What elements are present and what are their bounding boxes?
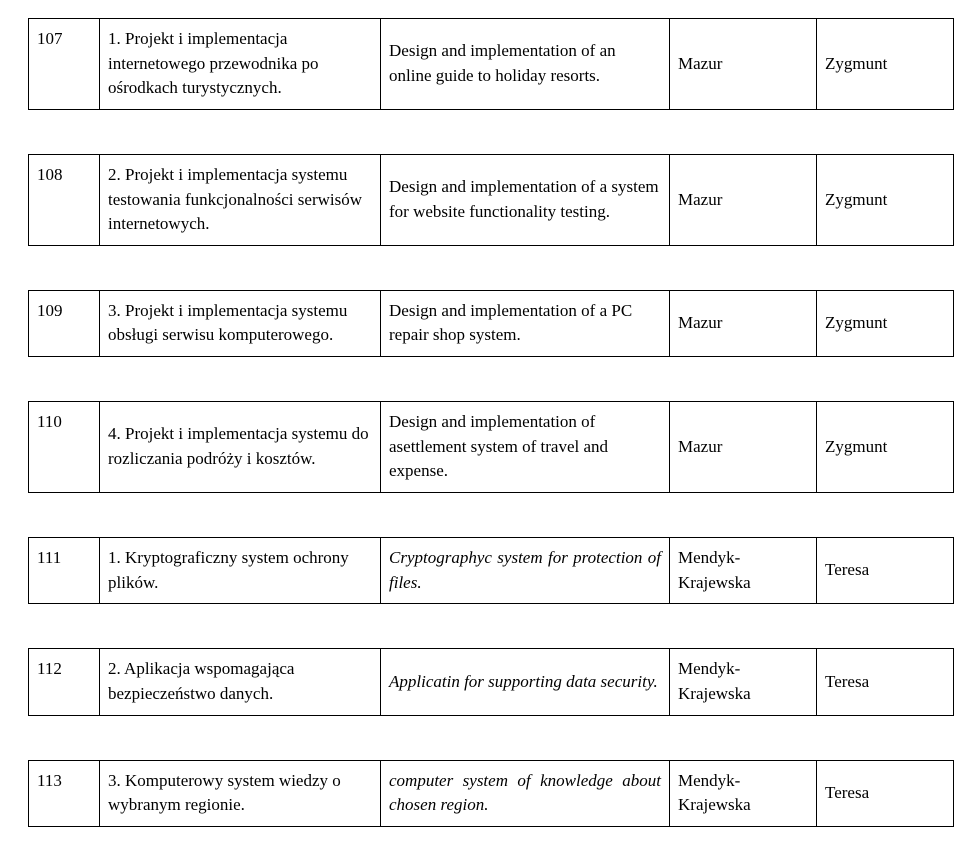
table-row: 1111. Kryptograficzny system ochrony pli… bbox=[29, 538, 954, 604]
english-title: Cryptographyc system for protection of f… bbox=[381, 538, 670, 604]
table-row: 1133. Komputerowy system wiedzy o wybran… bbox=[29, 760, 954, 826]
surname: Mendyk-Krajewska bbox=[670, 760, 817, 826]
table-row: 1082. Projekt i implementacja systemu te… bbox=[29, 154, 954, 245]
row-number: 113 bbox=[29, 760, 100, 826]
surname: Mendyk-Krajewska bbox=[670, 649, 817, 715]
polish-title: 3. Projekt i implementacja systemu obsłu… bbox=[100, 290, 381, 356]
gap-cell bbox=[29, 715, 954, 760]
row-number: 112 bbox=[29, 649, 100, 715]
row-gap bbox=[29, 357, 954, 402]
row-gap bbox=[29, 109, 954, 154]
english-title: Design and implementation of asettlement… bbox=[381, 402, 670, 493]
row-number: 110 bbox=[29, 402, 100, 493]
gap-cell bbox=[29, 493, 954, 538]
polish-title: 2. Projekt i implementacja systemu testo… bbox=[100, 154, 381, 245]
first-name: Zygmunt bbox=[817, 19, 954, 110]
row-gap bbox=[29, 604, 954, 649]
table-body: 1071. Projekt i implementacja internetow… bbox=[29, 19, 954, 827]
first-name: Teresa bbox=[817, 760, 954, 826]
table-row: 1071. Projekt i implementacja internetow… bbox=[29, 19, 954, 110]
polish-title: 1. Kryptograficzny system ochrony plików… bbox=[100, 538, 381, 604]
row-gap bbox=[29, 245, 954, 290]
page: 1071. Projekt i implementacja internetow… bbox=[0, 0, 960, 867]
row-number: 109 bbox=[29, 290, 100, 356]
table-row: 1093. Projekt i implementacja systemu ob… bbox=[29, 290, 954, 356]
first-name: Zygmunt bbox=[817, 154, 954, 245]
surname: Mazur bbox=[670, 290, 817, 356]
english-title: Design and implementation of an online g… bbox=[381, 19, 670, 110]
surname: Mazur bbox=[670, 154, 817, 245]
surname: Mazur bbox=[670, 19, 817, 110]
table-row: 1104. Projekt i implementacja systemu do… bbox=[29, 402, 954, 493]
english-title: computer system of knowledge about chose… bbox=[381, 760, 670, 826]
gap-cell bbox=[29, 109, 954, 154]
english-title: Design and implementation of a system fo… bbox=[381, 154, 670, 245]
gap-cell bbox=[29, 357, 954, 402]
row-gap bbox=[29, 493, 954, 538]
polish-title: 3. Komputerowy system wiedzy o wybranym … bbox=[100, 760, 381, 826]
english-title: Applicatin for supporting data security. bbox=[381, 649, 670, 715]
surname: Mazur bbox=[670, 402, 817, 493]
english-title: Design and implementation of a PC repair… bbox=[381, 290, 670, 356]
gap-cell bbox=[29, 245, 954, 290]
data-table: 1071. Projekt i implementacja internetow… bbox=[28, 18, 954, 827]
surname: Mendyk-Krajewska bbox=[670, 538, 817, 604]
row-gap bbox=[29, 715, 954, 760]
first-name: Teresa bbox=[817, 538, 954, 604]
first-name: Zygmunt bbox=[817, 290, 954, 356]
polish-title: 1. Projekt i implementacja internetowego… bbox=[100, 19, 381, 110]
table-row: 1122. Aplikacja wspomagająca bezpieczeńs… bbox=[29, 649, 954, 715]
polish-title: 2. Aplikacja wspomagająca bezpieczeństwo… bbox=[100, 649, 381, 715]
row-number: 107 bbox=[29, 19, 100, 110]
first-name: Zygmunt bbox=[817, 402, 954, 493]
polish-title: 4. Projekt i implementacja systemu do ro… bbox=[100, 402, 381, 493]
row-number: 111 bbox=[29, 538, 100, 604]
first-name: Teresa bbox=[817, 649, 954, 715]
gap-cell bbox=[29, 604, 954, 649]
row-number: 108 bbox=[29, 154, 100, 245]
